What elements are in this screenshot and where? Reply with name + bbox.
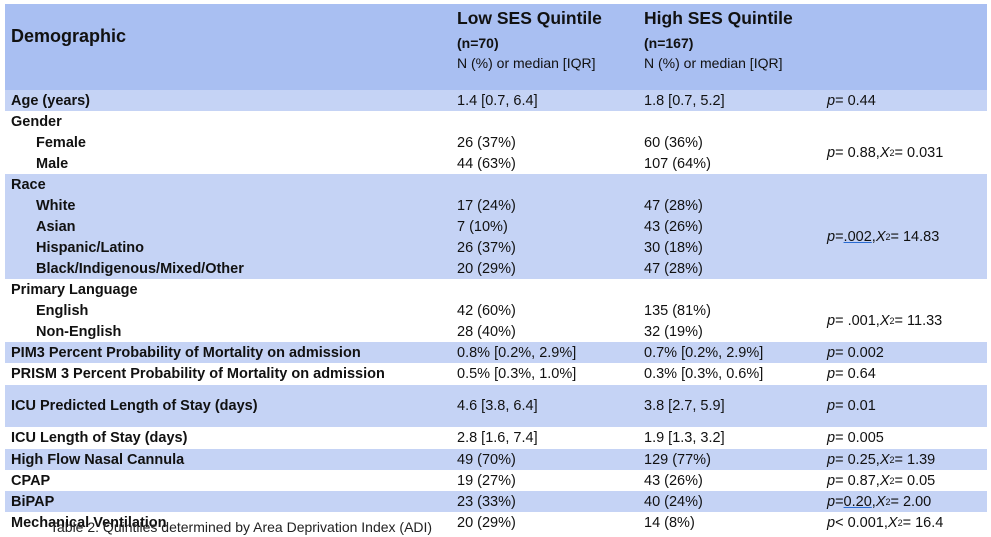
high-ses-header: High SES Quintile (n=167) N (%) or media… <box>644 8 793 71</box>
row-hfnc: High Flow Nasal Cannula 49 (70%) 129 (77… <box>5 449 987 470</box>
row-hispanic: Hispanic/Latino 26 (37%) 30 (18%) <box>5 237 987 258</box>
row-prism3: PRISM 3 Percent Probability of Mortality… <box>5 363 987 385</box>
p-value: p = 0.01 <box>827 398 876 414</box>
p-value: p = 0.64 <box>827 366 876 382</box>
p-value: p = 0.002 <box>827 344 884 361</box>
row-mechanical-ventilation: Mechanical Ventilation 20 (29%) 14 (8%) … <box>5 512 987 533</box>
row-icu-predicted-los: ICU Predicted Length of Stay (days) 4.6 … <box>5 385 987 427</box>
demographic-header: Demographic <box>11 26 127 46</box>
demographics-table: Demographic Low SES Quintile (n=70) N (%… <box>5 4 987 533</box>
p-value: p = 0.44 <box>827 92 876 109</box>
low-ses-header: Low SES Quintile (n=70) N (%) or median … <box>457 8 602 71</box>
gender-group: Gender Female 26 (37%) 60 (36%) Male 44 … <box>5 111 987 174</box>
row-icu-los: ICU Length of Stay (days) 2.8 [1.6, 7.4]… <box>5 427 987 449</box>
row-pim3: PIM3 Percent Probability of Mortality on… <box>5 342 987 363</box>
row-black: Black/Indigenous/Mixed/Other 20 (29%) 47… <box>5 258 987 279</box>
language-group: Primary Language English 42 (60%) 135 (8… <box>5 279 987 342</box>
row-female: Female 26 (37%) 60 (36%) <box>36 134 703 151</box>
p-value: p = 0.005 <box>827 430 884 446</box>
row-asian: Asian 7 (10%) 43 (26%) <box>5 216 987 237</box>
row-white: White 17 (24%) 47 (28%) <box>5 195 987 216</box>
row-age: Age (years) 1.4 [0.7, 6.4] 1.8 [0.7, 5.2… <box>5 90 987 111</box>
row-male: Male 44 (63%) 107 (64%) <box>36 155 711 172</box>
table-header: Demographic Low SES Quintile (n=70) N (%… <box>5 4 987 90</box>
row-non-english: Non-English 28 (40%) 32 (19%) <box>36 323 703 340</box>
race-group: Race White 17 (24%) 47 (28%) Asian 7 (10… <box>5 174 987 279</box>
row-language: Primary Language <box>11 281 138 298</box>
row-english: English 42 (60%) 135 (81%) <box>36 302 711 319</box>
table-caption: Table 2: Quintiles determined by Area De… <box>50 519 433 535</box>
row-race: Race <box>5 174 987 195</box>
row-gender: Gender <box>11 113 62 130</box>
